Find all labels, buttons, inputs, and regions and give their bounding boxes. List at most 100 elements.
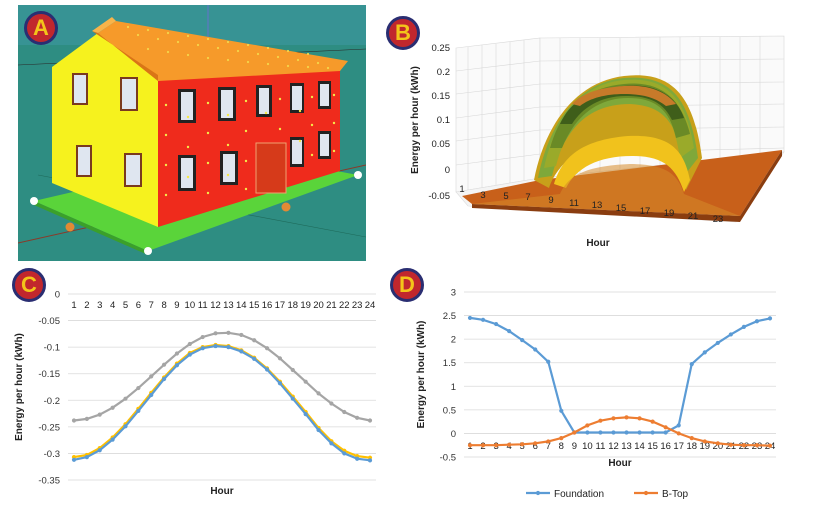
x-tick-label: 10 — [185, 300, 196, 311]
data-point — [97, 448, 102, 453]
panel-c-badge: C — [12, 268, 46, 302]
data-point — [637, 430, 642, 435]
x-tick-label: 9 — [174, 300, 179, 311]
surface-x-tick: 21 — [688, 211, 699, 222]
surface-x-tick-labels: 1 3 5 7 9 11 13 15 17 19 21 23 25 — [459, 184, 723, 225]
model-handle[interactable] — [144, 247, 152, 255]
data-point — [598, 430, 603, 435]
data-point — [290, 396, 295, 401]
surface-x-tick: 11 — [569, 198, 579, 209]
ground-slab-edge — [34, 201, 148, 255]
data-point — [161, 362, 167, 367]
data-point — [741, 324, 747, 329]
data-point — [624, 415, 629, 420]
surface-hump — [472, 75, 740, 216]
roof — [98, 21, 348, 81]
surface-x-tick: 5 — [503, 191, 508, 202]
data-point — [97, 412, 102, 417]
x-tick-label: 17 — [275, 300, 286, 311]
data-point — [355, 415, 360, 420]
x-tick-label: 23 — [352, 300, 363, 311]
front-windows — [178, 81, 331, 191]
data-point — [520, 337, 525, 343]
surface-x-tick: 15 — [616, 203, 627, 214]
surface-x-axis-title: Hour — [586, 238, 609, 249]
data-point — [493, 443, 499, 448]
y-tick-label: 1 — [451, 382, 456, 393]
model-handle[interactable] — [65, 222, 75, 232]
data-point — [239, 349, 244, 354]
data-point — [316, 427, 321, 433]
x-tick-label: 14 — [236, 300, 247, 311]
data-point — [213, 331, 218, 336]
data-point — [520, 442, 525, 447]
x-tick-label: 8 — [161, 300, 166, 311]
model-handle[interactable] — [281, 202, 291, 212]
surface-x-tick: 19 — [664, 208, 675, 219]
x-tick-label: 22 — [339, 300, 350, 311]
data-point — [637, 416, 642, 421]
data-point — [277, 381, 283, 386]
model-handle[interactable] — [354, 171, 362, 179]
panel-d-badge: D — [390, 268, 424, 302]
data-point — [689, 362, 694, 367]
data-point — [84, 455, 89, 460]
x-tick-label: 24 — [365, 300, 376, 311]
data-point — [367, 418, 373, 423]
roof-ridge — [92, 17, 116, 33]
data-point — [598, 418, 603, 423]
data-point — [174, 363, 180, 368]
y-tick-label: -0.05 — [38, 316, 60, 327]
data-point — [559, 436, 564, 441]
data-point — [715, 340, 720, 346]
data-point — [329, 441, 334, 446]
series-line-gray — [73, 331, 371, 422]
data-point — [149, 374, 154, 379]
y-axis-title: Energy per hour (kWh) — [14, 333, 25, 441]
panel-b-surface-chart: 0.25 0.2 0.15 0.1 0.05 0 -0.05 1 3 5 7 9… — [384, 8, 804, 260]
data-point — [71, 457, 77, 462]
x-tick-label: 5 — [520, 441, 525, 452]
x-tick-label: 17 — [673, 441, 684, 452]
data-point — [663, 430, 668, 435]
surface-y-tick: 0.05 — [432, 139, 451, 150]
series-line-yellow — [73, 343, 371, 459]
building-model-illustration — [18, 5, 366, 261]
x-tick-label: 3 — [97, 300, 102, 311]
data-point — [187, 352, 192, 357]
x-tick-label: 12 — [210, 300, 221, 311]
data-point — [676, 423, 681, 428]
surface-y-tick: -0.05 — [428, 191, 450, 202]
data-point — [110, 437, 115, 442]
panel-c-line-chart: 0 -0.05 -0.1 -0.15 -0.2 -0.25 -0.3 -0.35 1 2 3 4 5 6 7… — [8, 268, 400, 518]
data-point — [200, 334, 205, 340]
legend-entry: B-Top — [662, 489, 689, 500]
surface-y-axis-title: Energy per hour (kWh) — [410, 66, 421, 174]
x-tick-label: 19 — [699, 441, 710, 452]
x-tick-label: 7 — [546, 441, 551, 452]
data-point — [226, 345, 231, 350]
series-line-blue — [73, 344, 371, 462]
series-line-foundation — [469, 316, 771, 434]
data-point — [689, 436, 694, 441]
data-point — [741, 443, 747, 448]
data-point — [467, 443, 473, 448]
y-tick-label: -0.5 — [440, 453, 456, 464]
data-point — [493, 321, 499, 327]
x-tick-label: 11 — [198, 300, 208, 311]
y-axis-title: Energy per hour (kWh) — [416, 321, 427, 429]
data-point — [728, 442, 733, 447]
data-point — [546, 359, 551, 364]
x-tick-label: 1 — [71, 300, 76, 311]
data-point — [546, 439, 551, 444]
y-tick-label: -0.35 — [38, 476, 60, 487]
model-handle[interactable] — [30, 197, 38, 205]
x-tick-label: 13 — [223, 300, 234, 311]
data-point — [507, 442, 512, 447]
data-point — [355, 456, 360, 461]
y-tick-label: 2.5 — [443, 311, 456, 322]
data-point — [174, 351, 180, 356]
x-tick-label: 19 — [300, 300, 311, 311]
y-tick-label: 0.5 — [443, 405, 456, 416]
data-point — [200, 346, 205, 351]
